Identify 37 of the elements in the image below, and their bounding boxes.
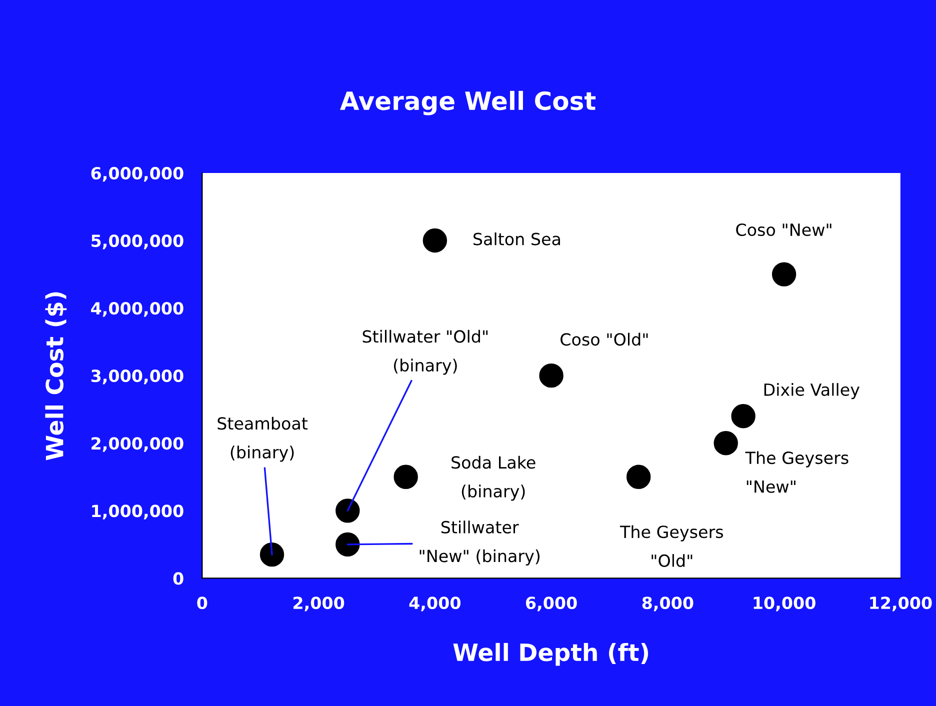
x-tick-label: 6,000 (526, 596, 577, 612)
point (260, 542, 284, 567)
y-tick-label: 2,000,000 (92, 437, 184, 452)
y-tick-label: 3,000,000 (91, 370, 184, 384)
annotation: Stillwater "New" (binary) (420, 520, 540, 566)
y-tick-label: 5,000,000 (92, 234, 184, 250)
point (336, 498, 360, 523)
y-axis-title: Well Cost ($) (45, 292, 67, 460)
y-tick-label: 4,000,000 (91, 302, 184, 317)
y-tick-label: 6,000,000 (91, 166, 184, 182)
x-axis-title: Well Depth (ft) (453, 642, 648, 666)
x-tick-label: 8,000 (642, 596, 694, 612)
point (626, 464, 651, 489)
annotation: Steamboat (binary) (218, 416, 308, 462)
annotation: The Geysers "Old" (620, 525, 724, 567)
x-tick-label: 4,000 (409, 596, 460, 612)
chart-title: Average Well Cost (340, 90, 596, 116)
x-tick-label: 10,000 (754, 596, 816, 612)
point (394, 464, 418, 489)
x-tick-label: 2,000 (294, 596, 344, 612)
point (714, 431, 738, 456)
annotation: Salton Sea (474, 232, 560, 246)
annotation: Coso "Old" (560, 332, 648, 346)
x-tick-label: 0 (197, 596, 208, 610)
point (731, 404, 756, 428)
point (772, 262, 796, 286)
y-tick-label: 1,000,000 (92, 504, 184, 520)
x-tick-label: 12,000 (870, 596, 932, 612)
point (336, 532, 360, 557)
annotation: Coso "New" (736, 223, 832, 236)
point (539, 364, 564, 388)
annotation: The Geysers "New" (745, 451, 848, 493)
point (422, 228, 448, 253)
y-tick-label: 0 (173, 572, 184, 585)
annotation: Dixie Valley (764, 383, 860, 400)
annotation: Soda Lake (binary) (452, 456, 536, 501)
annotation: Stillwater "Old" (binary) (362, 330, 488, 375)
